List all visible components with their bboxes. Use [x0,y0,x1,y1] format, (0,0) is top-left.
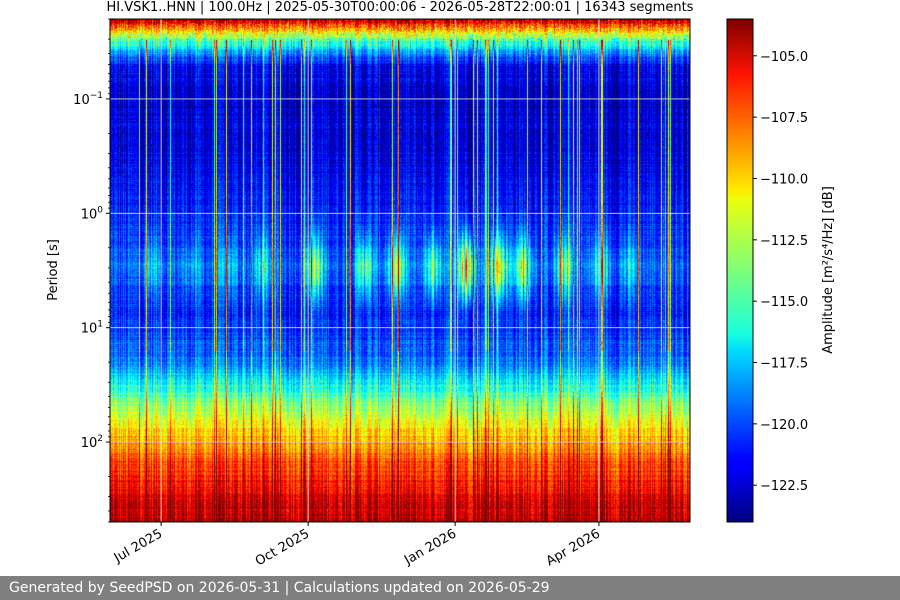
colorbar-tick-label: −120.0 [760,418,808,433]
y-tick-label: 102 [81,434,103,451]
x-tick-label: Oct 2025 [253,526,312,569]
colorbar-tick-label: −110.0 [760,172,808,187]
footer-text: Generated by SeedPSD on 2026-05-31 | Cal… [9,580,550,596]
colorbar-tick-label: −122.5 [760,479,808,494]
x-axis: Jul 2025 Oct 2025 Jan 2026 Apr 2026 [111,522,603,569]
footer-bar: Generated by SeedPSD on 2026-05-31 | Cal… [0,576,900,600]
y-tick-label: 101 [81,320,103,337]
x-tick-label: Jan 2026 [401,526,459,568]
colorbar-gradient [726,18,754,523]
plot-area [109,18,691,523]
plot-frame [109,18,691,523]
chart-title: HI.VSK1..HNN | 100.0Hz | 2025-05-30T00:0… [107,0,694,15]
grid-lines [110,19,690,522]
colorbar-tick-label: −117.5 [760,357,808,372]
x-tick-label: Jul 2025 [111,526,165,566]
y-axis: 10−1 100 101 102 [73,18,110,523]
colorbar-tick-label: −115.0 [760,295,808,310]
psd-spectrogram-chart: HI.VSK1..HNN | 100.0Hz | 2025-05-30T00:0… [46,0,836,569]
y-tick-label: 100 [81,205,104,222]
y-tick-label: 10−1 [73,91,103,108]
x-tick-label: Apr 2026 [544,526,603,569]
colorbar-label: Amplitude [m²/s⁴/Hz] [dB] [821,186,836,354]
spectrogram-heatmap [110,19,690,522]
colorbar-tick-label: −105.0 [760,50,808,65]
colorbar: −105.0 −107.5 −110.0 −112.5 −115.0 −117.5 −120… [726,18,836,523]
colorbar-ticks: −105.0 −107.5 −110.0 −112.5 −115.0 −117.5 −120… [753,50,808,494]
y-axis-label: Period [s] [46,239,61,301]
colorbar-tick-label: −107.5 [760,111,808,126]
colorbar-tick-label: −112.5 [760,234,808,249]
